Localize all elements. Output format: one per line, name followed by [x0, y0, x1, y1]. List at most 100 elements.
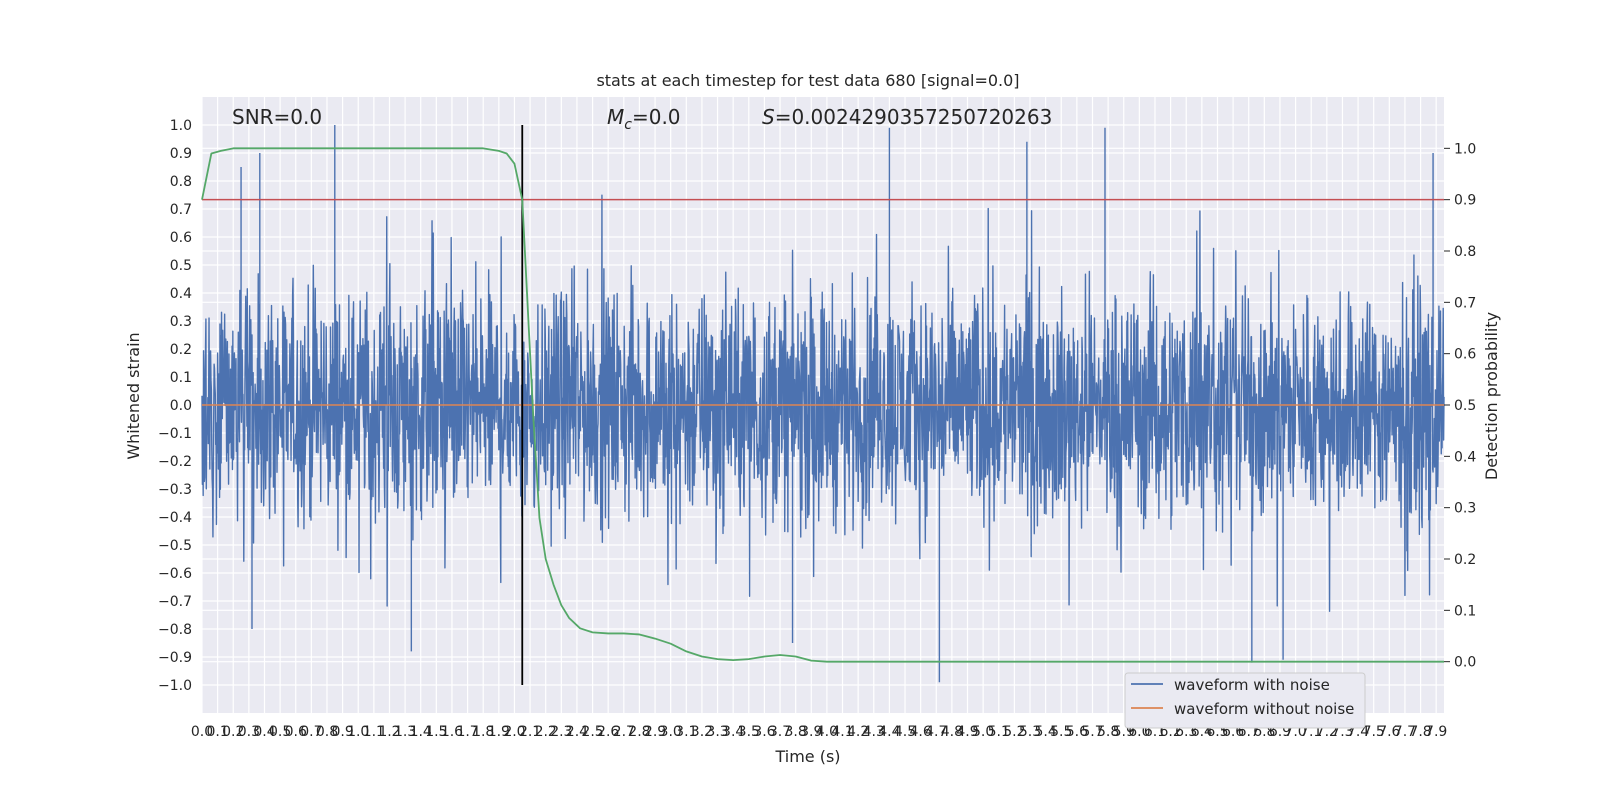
x-tick-label: 5.4: [1034, 724, 1056, 740]
x-tick-label: 0.9: [331, 724, 353, 740]
detection-probability-line: [201, 147, 1444, 663]
x-tick-label: 7.6: [1378, 724, 1400, 740]
y-axis-label-left: Whitened strain: [124, 332, 143, 459]
snr-annotation: SNR=0.0: [232, 105, 322, 129]
x-tick-label: 1.4: [410, 724, 432, 740]
x-tick-label: 3.9: [800, 724, 822, 740]
statistic-symbol: S: [762, 105, 775, 129]
legend-label-waveform-with-noise: waveform with noise: [1174, 676, 1330, 694]
plot-area: 0.00.10.20.30.40.50.60.70.80.91.01.11.21…: [158, 97, 1476, 740]
y-right-tick-label: 0.1: [1454, 603, 1476, 619]
y-left-tick-label: 0.8: [170, 174, 192, 190]
x-tick-label: 1.3: [394, 724, 416, 740]
x-tick-label: 4.6: [910, 724, 932, 740]
x-tick-label: 1.9: [488, 724, 510, 740]
x-tick-label: 2.2: [535, 724, 557, 740]
x-tick-label: 5.3: [1019, 724, 1041, 740]
y-right-tick-label: 0.2: [1454, 552, 1476, 568]
x-tick-label: 4.7: [925, 724, 947, 740]
x-tick-label: 4.3: [863, 724, 885, 740]
x-tick-label: 5.6: [1066, 724, 1088, 740]
x-tick-label: 0.0: [191, 724, 213, 740]
x-tick-label: 3.4: [722, 724, 744, 740]
y-right-tick-label: 1.0: [1454, 141, 1476, 157]
x-tick-label: 3.5: [738, 724, 760, 740]
x-tick-label: 2.5: [581, 724, 603, 740]
legend-label-waveform-without-noise: waveform without noise: [1174, 700, 1354, 718]
y-right-tick-label: 0.4: [1454, 449, 1476, 465]
x-tick-label: 5.1: [988, 724, 1010, 740]
y-left-tick-label: −0.7: [158, 594, 192, 610]
chirp-mass-symbol: M: [607, 105, 624, 129]
y-left-tick-label: −0.2: [158, 454, 192, 470]
x-tick-label: 3.3: [706, 724, 728, 740]
x-tick-label: 1.0: [347, 724, 369, 740]
y-left-tick-label: −0.4: [158, 510, 192, 526]
waveform-with-noise-line: [201, 125, 1445, 683]
x-tick-label: 5.8: [1097, 724, 1119, 740]
x-tick-label: 3.8: [785, 724, 807, 740]
chart-title: stats at each timestep for test data 680…: [596, 71, 1019, 90]
x-tick-label: 3.1: [675, 724, 697, 740]
x-tick-label: 0.5: [269, 724, 291, 740]
x-tick-label: 0.7: [300, 724, 322, 740]
chirp-mass-value: =0.0: [632, 105, 681, 129]
x-tick-label: 2.7: [613, 724, 635, 740]
x-tick-label: 2.3: [550, 724, 572, 740]
x-tick-label: 4.0: [816, 724, 838, 740]
y-right-tick-label: 0.3: [1454, 501, 1476, 517]
x-tick-label: 2.6: [597, 724, 619, 740]
x-tick-label: 1.7: [456, 724, 478, 740]
legend-box: [1124, 672, 1366, 729]
y-left-tick-label: −0.5: [158, 538, 192, 554]
y-left-tick-label: −1.0: [158, 678, 192, 694]
x-tick-label: 0.2: [222, 724, 244, 740]
y-left-tick-label: 0.5: [170, 258, 192, 274]
series-waveform-with-noise: [201, 125, 1445, 683]
y-right-tick-label: 0.5: [1454, 398, 1476, 414]
x-tick-label: 7.5: [1363, 724, 1385, 740]
legend: waveform with noise waveform without noi…: [1124, 672, 1366, 729]
x-tick-label: 4.2: [847, 724, 869, 740]
x-tick-label: 0.1: [206, 724, 228, 740]
x-tick-label: 1.8: [472, 724, 494, 740]
x-tick-label: 1.2: [378, 724, 400, 740]
x-tick-label: 1.1: [363, 724, 385, 740]
y-right-tick-label: 0.0: [1454, 655, 1476, 671]
y-right-tick-label: 0.8: [1454, 244, 1476, 260]
y-left-tick-label: 0.9: [170, 146, 192, 162]
line-layer: [201, 125, 1444, 685]
y-left-tick-label: 0.4: [170, 286, 192, 302]
x-tick-label: 7.9: [1425, 724, 1447, 740]
y-left-tick-label: 0.6: [170, 230, 192, 246]
statistic-annotation: S=0.0024290357250720263: [762, 105, 1052, 129]
x-tick-label: 4.9: [956, 724, 978, 740]
x-tick-label: 1.6: [441, 724, 463, 740]
x-tick-label: 0.8: [316, 724, 338, 740]
x-tick-label: 1.5: [425, 724, 447, 740]
y-left-tick-label: 0.3: [170, 314, 192, 330]
y-left-tick-label: −0.1: [158, 426, 192, 442]
x-axis-label: Time (s): [774, 747, 840, 766]
chirp-mass-annotation: Mc=0.0: [607, 105, 681, 133]
y-right-tick-label: 0.6: [1454, 347, 1476, 363]
x-tick-label: 2.1: [519, 724, 541, 740]
y-left-tick-label: 0.2: [170, 342, 192, 358]
x-tick-label: 5.5: [1050, 724, 1072, 740]
x-tick-label: 0.4: [253, 724, 275, 740]
x-tick-label: 2.0: [503, 724, 525, 740]
x-tick-label: 4.5: [894, 724, 916, 740]
x-tick-label: 4.4: [878, 724, 900, 740]
x-tick-label: 3.0: [660, 724, 682, 740]
y-left-tick-label: 0.7: [170, 202, 192, 218]
x-tick-label: 2.4: [566, 724, 588, 740]
x-tick-label: 3.2: [691, 724, 713, 740]
tick-labels: 0.00.10.20.30.40.50.60.70.80.91.01.11.21…: [158, 118, 1476, 740]
y-left-tick-label: −0.3: [158, 482, 192, 498]
y-left-tick-label: −0.8: [158, 622, 192, 638]
x-tick-label: 5.7: [1081, 724, 1103, 740]
x-tick-label: 5.2: [1003, 724, 1025, 740]
y-axis-label-right: Detection probability: [1482, 312, 1501, 480]
statistic-value: =0.0024290357250720263: [775, 105, 1053, 129]
